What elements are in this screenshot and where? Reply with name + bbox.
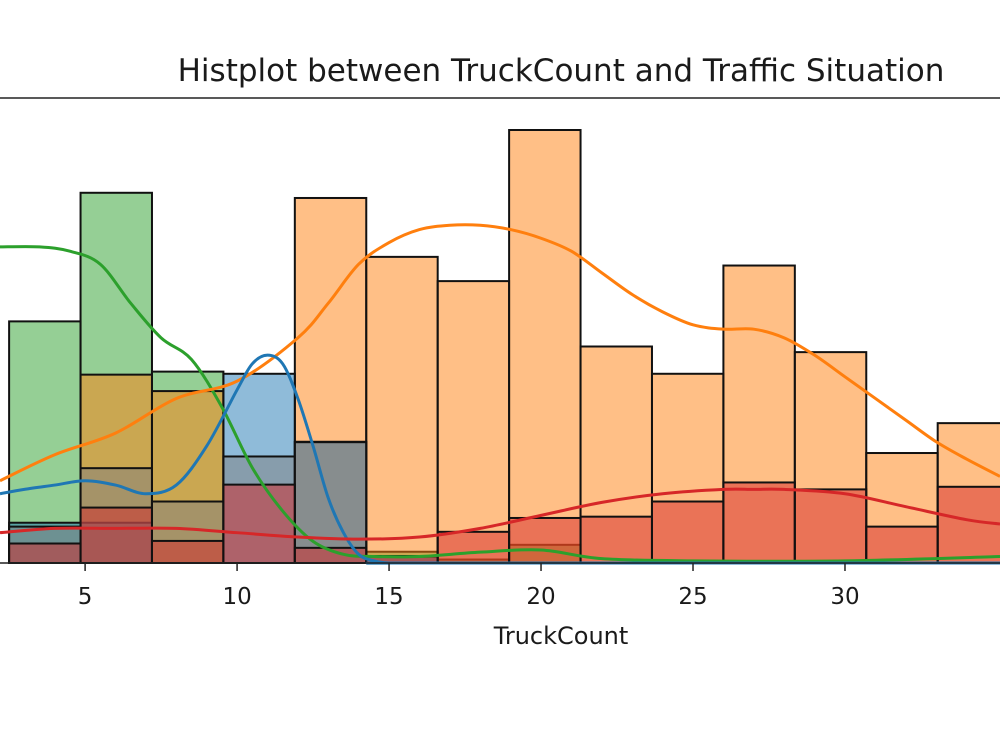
hist-bar-series-1-bin-5	[365, 255, 439, 564]
x-tick-label-30: 30	[830, 584, 859, 610]
kde-curve-3	[0, 487, 1000, 541]
hist-bar-series-1-bin-7	[508, 129, 582, 564]
hist-bar-series-4-bin-0	[8, 542, 82, 565]
chart-title: Histplot between TruckCount and Traffic …	[178, 53, 945, 89]
hist-bar-series-4-bin-1	[79, 506, 153, 564]
kde-curve-0	[0, 245, 1000, 563]
hist-bar-series-4-bin-8	[579, 515, 653, 565]
hist-bar-series-4-bin-3	[222, 483, 296, 565]
x-tick-label-20: 20	[526, 584, 555, 610]
hist-bar-series-4-bin-10	[722, 481, 796, 565]
hist-bar-series-4-bin-9	[650, 500, 725, 565]
hist-bar-series-4-bin-2	[150, 539, 225, 564]
x-tick-label-10: 10	[222, 584, 251, 610]
hist-bar-series-4-bin-6	[436, 530, 511, 564]
hist-bar-series-4-bin-11	[793, 488, 868, 565]
x-axis-label: TruckCount	[493, 622, 629, 650]
hist-bar-series-4-bin-7	[508, 516, 582, 565]
x-tick-label-25: 25	[678, 584, 707, 610]
x-tick-label-5: 5	[78, 584, 93, 610]
histogram-bars	[8, 129, 1000, 565]
x-ticks: 5 10 15 20 25 30	[78, 563, 860, 610]
axes	[0, 97, 1000, 564]
hist-bar-series-1-bin-6	[436, 280, 511, 564]
kde-curve-1	[0, 223, 1000, 483]
hist-bar-series-4-bin-13	[936, 485, 1000, 564]
x-tick-label-15: 15	[374, 584, 403, 610]
